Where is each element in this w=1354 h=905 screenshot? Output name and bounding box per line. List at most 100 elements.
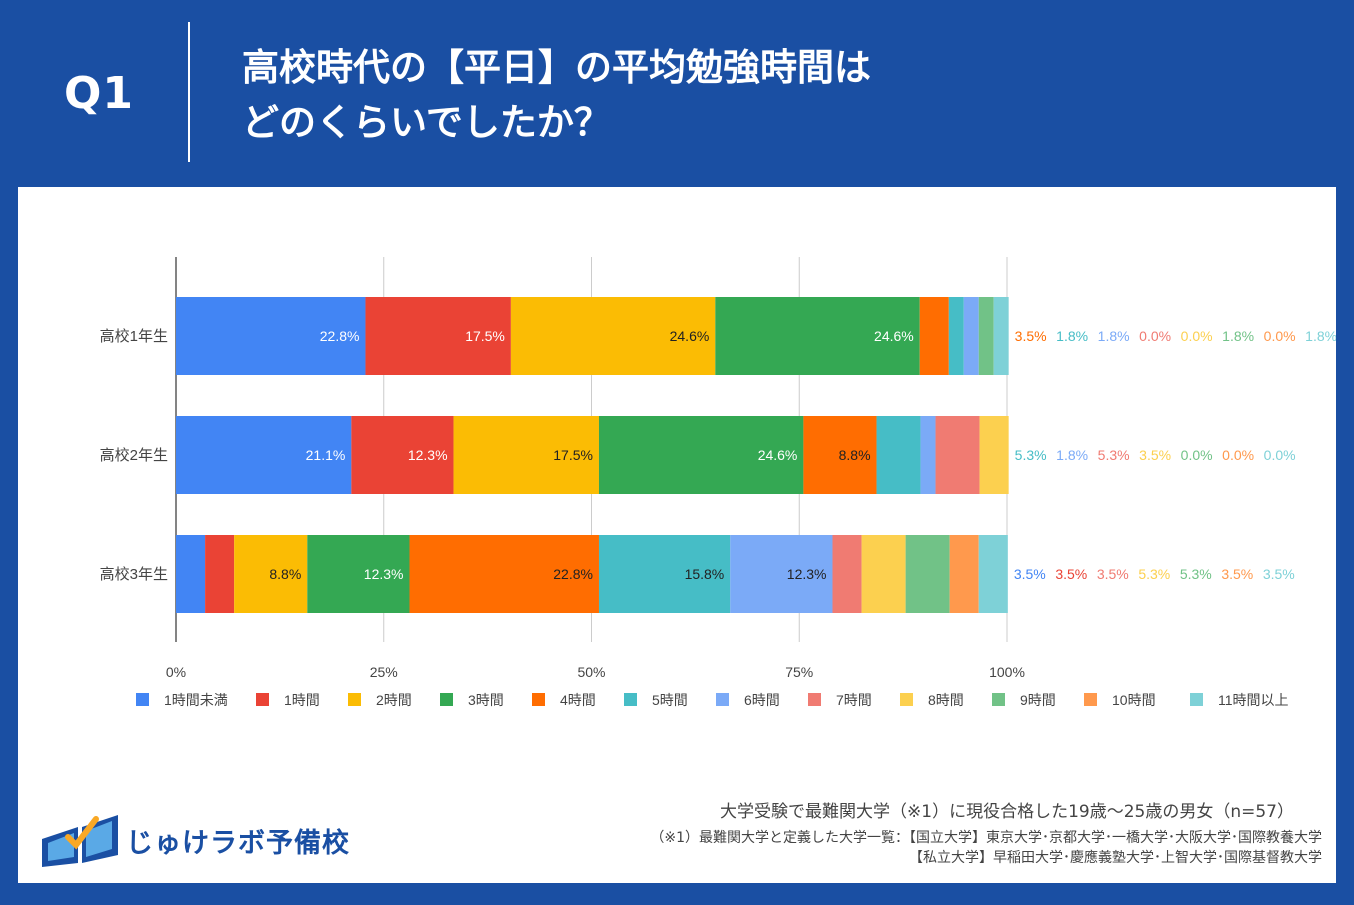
legend-label: 10時間 — [1112, 692, 1156, 708]
x-tick-label: 0% — [166, 664, 186, 680]
data-label: 0.0% — [1181, 328, 1213, 344]
legend-swatch — [1190, 693, 1203, 706]
category-label: 高校1年生 — [100, 328, 168, 345]
bar-segment — [453, 416, 599, 494]
bar-segment — [598, 535, 731, 613]
x-tick-label: 50% — [577, 664, 605, 680]
footnote-line-2: 【私立大学】早稲田大学･慶應義塾大学･上智大学･国際基督教大学 — [909, 850, 1322, 866]
data-label: 1.8% — [1056, 447, 1088, 463]
title-line-1: 高校時代の【平日】の平均勉強時間は — [242, 46, 871, 89]
bar-segment — [307, 535, 410, 613]
open-book-icon — [42, 815, 118, 867]
bar-segment — [963, 297, 979, 375]
bar-segment — [176, 416, 352, 494]
bar-segment — [935, 416, 980, 494]
logo-text: じゅけラボ予備校 — [126, 828, 350, 859]
data-label: 8.8% — [839, 447, 871, 463]
data-label: 0.0% — [1181, 447, 1213, 463]
bar-segment — [409, 535, 599, 613]
legend-label: 4時間 — [560, 692, 596, 708]
page-title: 高校時代の【平日】の平均勉強時間は どのくらいでしたか？ — [242, 40, 1242, 150]
question-number: Q1 — [64, 68, 135, 119]
bar-segment — [979, 416, 1009, 494]
data-label: 0.0% — [1264, 328, 1296, 344]
data-label: 3.5% — [1015, 328, 1047, 344]
bar-segment — [598, 416, 804, 494]
legend-label: 1時間未満 — [164, 692, 228, 708]
bar-segment — [510, 297, 716, 375]
legend-swatch — [716, 693, 729, 706]
data-label: 12.3% — [408, 447, 448, 463]
legend-label: 3時間 — [468, 692, 504, 708]
data-label: 8.8% — [269, 566, 301, 582]
data-label: 3.5% — [1097, 566, 1129, 582]
legend-label: 5時間 — [652, 692, 688, 708]
stacked-bar-chart: 0% 25% 50% 75% 100% 高校1年生 22.8% 17.5% 24.6% 24.6%… — [100, 257, 1336, 708]
bar-segment — [948, 297, 964, 375]
data-label: 3.5% — [1139, 447, 1171, 463]
data-label: 0.0% — [1139, 328, 1171, 344]
data-label: 1.8% — [1222, 328, 1254, 344]
bar-segment — [715, 297, 920, 375]
legend-swatch — [348, 693, 361, 706]
legend-swatch — [1084, 693, 1097, 706]
data-label: 0.0% — [1222, 447, 1254, 463]
legend-label: 9時間 — [1020, 692, 1056, 708]
data-label: 5.3% — [1180, 566, 1212, 582]
bar-segment — [351, 416, 454, 494]
data-label: 24.6% — [874, 328, 914, 344]
bar-segment — [978, 297, 994, 375]
bar-segment — [861, 535, 906, 613]
data-label: 5.3% — [1098, 447, 1130, 463]
data-label: 22.8% — [553, 566, 593, 582]
title-line-2: どのくらいでしたか？ — [242, 101, 611, 144]
survey-caption: 大学受験で最難関大学（※1）に現役合格した19歳〜25歳の男女（n=57） — [720, 802, 1294, 822]
data-label: 17.5% — [553, 447, 593, 463]
bar-segment — [993, 297, 1009, 375]
data-label: 1.8% — [1305, 328, 1336, 344]
x-tick-label: 75% — [785, 664, 813, 680]
legend-label: 2時間 — [376, 692, 412, 708]
data-label: 21.1% — [306, 447, 346, 463]
data-label: 15.8% — [685, 566, 725, 582]
data-label: 22.8% — [320, 328, 360, 344]
bar-segment — [803, 416, 877, 494]
legend-swatch — [532, 693, 545, 706]
legend-label: 6時間 — [744, 692, 780, 708]
legend-label: 8時間 — [928, 692, 964, 708]
bar-segment — [205, 535, 235, 613]
legend-swatch — [624, 693, 637, 706]
legend-label: 11時間以上 — [1218, 692, 1289, 708]
legend-swatch — [808, 693, 821, 706]
data-label: 5.3% — [1138, 566, 1170, 582]
data-label: 3.5% — [1221, 566, 1253, 582]
bar-segment — [176, 297, 366, 375]
legend-swatch — [440, 693, 453, 706]
data-label: 17.5% — [465, 328, 505, 344]
bar-segment — [176, 535, 206, 613]
data-label: 24.6% — [758, 447, 798, 463]
data-label: 5.3% — [1015, 447, 1047, 463]
data-label: 0.0% — [1264, 447, 1296, 463]
data-label: 3.5% — [1014, 566, 1046, 582]
data-label: 12.3% — [787, 566, 827, 582]
legend-swatch — [992, 693, 1005, 706]
bar-segment — [920, 416, 936, 494]
legend-swatch — [256, 693, 269, 706]
legend-label: 1時間 — [284, 692, 320, 708]
x-tick-label: 100% — [989, 664, 1025, 680]
bar-segment — [919, 297, 949, 375]
bar-segment — [730, 535, 833, 613]
bar-segment — [832, 535, 862, 613]
chart-panel: 0% 25% 50% 75% 100% 高校1年生 22.8% 17.5% 24.6% 24.6%… — [18, 187, 1336, 883]
data-label: 3.5% — [1055, 566, 1087, 582]
bar-segment — [978, 535, 1008, 613]
legend-swatch — [136, 693, 149, 706]
x-tick-label: 25% — [370, 664, 398, 680]
bar-segment — [365, 297, 511, 375]
data-label: 3.5% — [1263, 566, 1295, 582]
legend-swatch — [900, 693, 913, 706]
data-label: 1.8% — [1098, 328, 1130, 344]
logo: じゅけラボ予備校 — [38, 809, 398, 869]
data-label: 1.8% — [1056, 328, 1088, 344]
